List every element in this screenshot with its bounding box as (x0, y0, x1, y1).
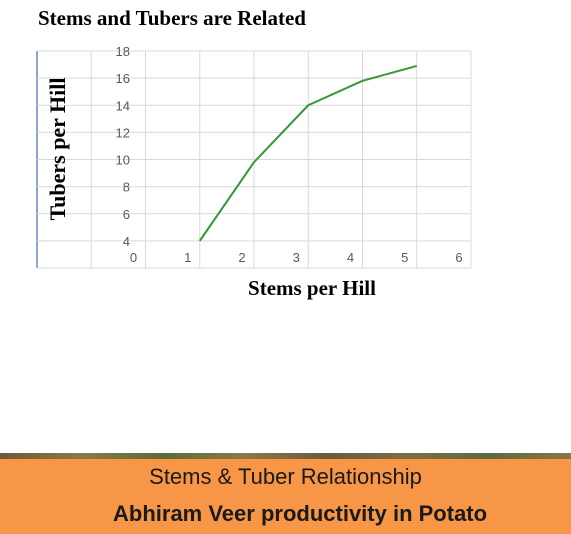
x-tick-label: 3 (293, 250, 300, 265)
x-tick-label: 5 (401, 250, 408, 265)
series-line (198, 64, 418, 242)
x-tick-label: 1 (184, 250, 191, 265)
y-tick-label: 10 (116, 153, 130, 168)
y-tick-labels: 4 6 8 10 12 14 16 18 (116, 44, 130, 249)
grid (36, 50, 472, 269)
x-tick-label: 4 (347, 250, 354, 265)
y-axis-label: Tubers per Hill (45, 77, 70, 221)
y-tick-label: 12 (116, 125, 130, 140)
y-tick-label: 4 (123, 234, 130, 249)
y-tick-label: 6 (123, 207, 130, 222)
y-tick-label: 18 (116, 44, 130, 59)
banner-title: Abhiram Veer productivity in Potato (113, 501, 488, 526)
y-tick-label: 14 (116, 98, 130, 113)
y-tick-label: 16 (116, 71, 130, 86)
banner-texture-strip (0, 453, 571, 459)
x-tick-label: 2 (238, 250, 245, 265)
x-tick-label: 0 (130, 250, 137, 265)
x-axis-label: Stems per Hill (248, 276, 376, 300)
x-tick-labels: 0 1 2 3 4 5 6 (130, 250, 463, 265)
banner-subtitle: Stems & Tuber Relationship (149, 464, 422, 489)
chart-title: Stems and Tubers are Related (38, 6, 306, 30)
footer-banner: Stems & Tuber Relationship Abhiram Veer … (0, 459, 571, 534)
y-tick-label: 8 (123, 180, 130, 195)
series-lines (198, 64, 418, 242)
x-tick-label: 6 (455, 250, 462, 265)
